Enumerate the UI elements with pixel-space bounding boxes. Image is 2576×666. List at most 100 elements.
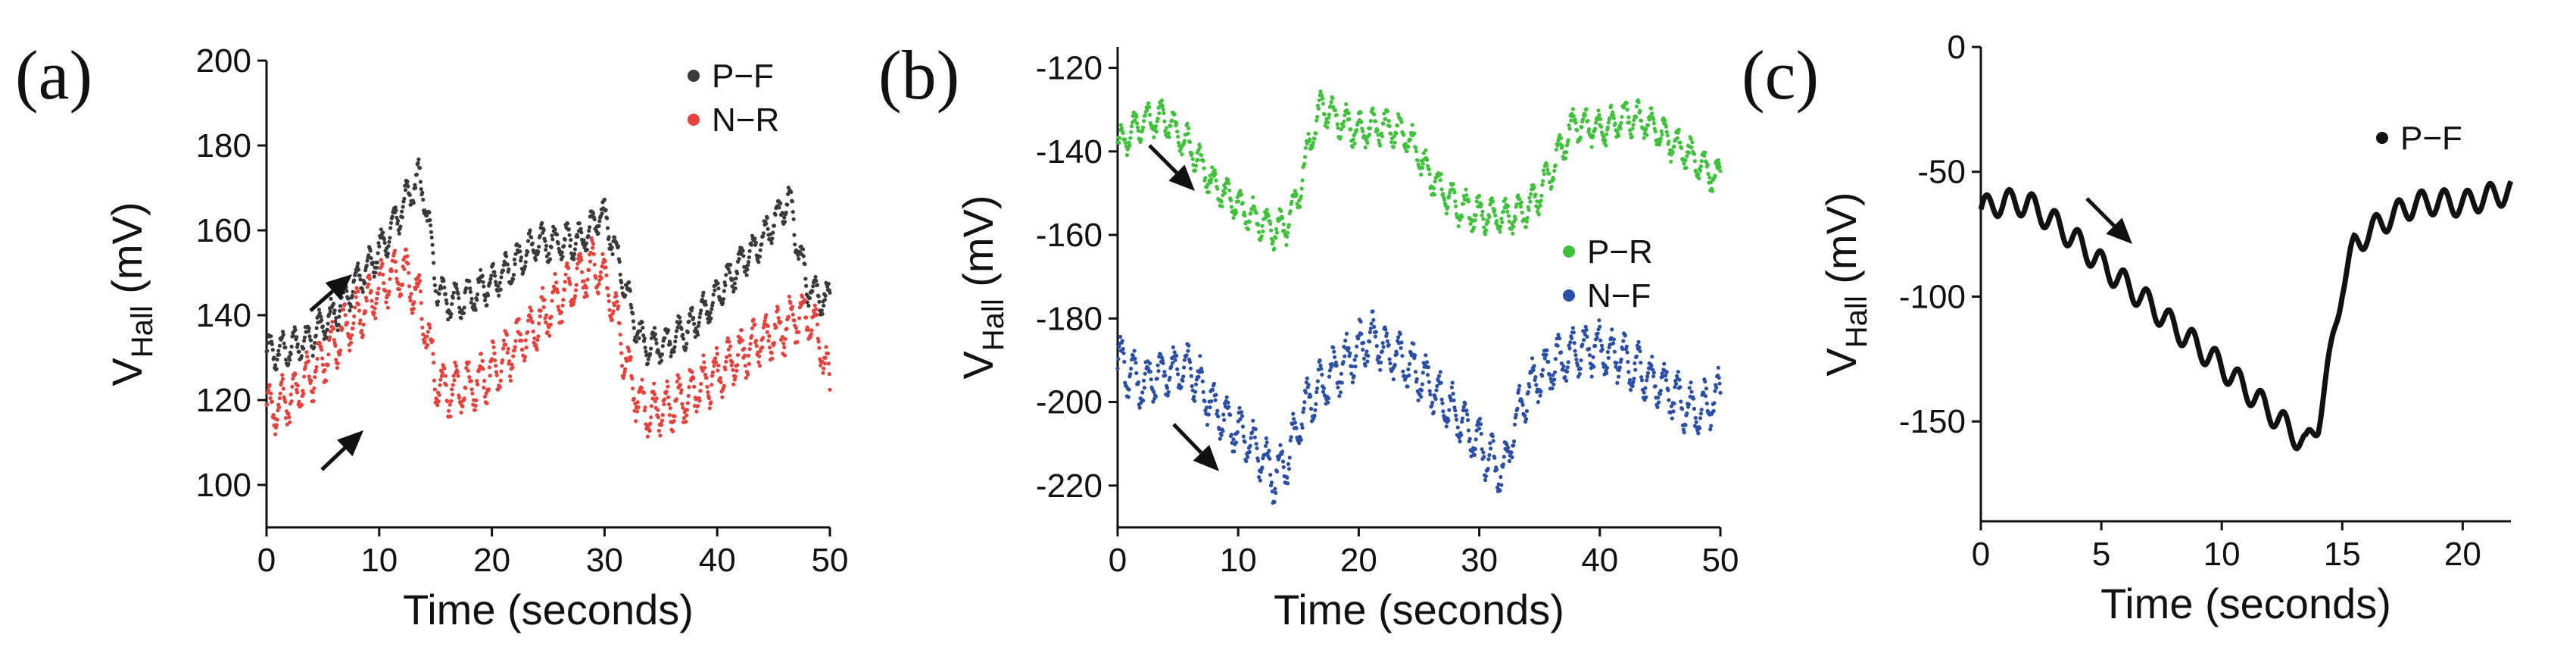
data-point bbox=[680, 402, 685, 406]
data-point bbox=[1489, 196, 1494, 201]
data-point bbox=[1664, 130, 1669, 134]
data-point bbox=[1134, 114, 1139, 119]
data-point bbox=[553, 227, 557, 232]
data-point bbox=[1349, 127, 1353, 132]
data-point bbox=[425, 334, 429, 339]
data-point bbox=[1645, 371, 1651, 375]
data-point bbox=[610, 245, 614, 250]
data-point bbox=[605, 216, 610, 220]
data-point bbox=[1667, 398, 1671, 402]
data-point bbox=[1692, 152, 1697, 156]
data-point bbox=[1597, 318, 1601, 323]
data-point bbox=[1506, 446, 1511, 450]
data-point bbox=[413, 186, 418, 190]
data-point bbox=[1486, 220, 1490, 224]
data-point bbox=[513, 339, 518, 343]
data-point bbox=[1180, 378, 1185, 383]
data-point bbox=[1650, 111, 1654, 116]
data-point bbox=[389, 269, 394, 274]
legend-label: P−F bbox=[2400, 120, 2462, 157]
data-point bbox=[1288, 209, 1293, 214]
data-point bbox=[1567, 346, 1572, 351]
data-point bbox=[368, 249, 373, 253]
data-point bbox=[1431, 410, 1436, 414]
data-point bbox=[1421, 161, 1425, 166]
data-point bbox=[1653, 384, 1658, 389]
data-point bbox=[1605, 125, 1610, 130]
data-point bbox=[352, 314, 357, 319]
data-point bbox=[1373, 334, 1378, 339]
data-point bbox=[1214, 178, 1218, 183]
data-point bbox=[1682, 430, 1686, 435]
data-point bbox=[1391, 145, 1396, 149]
data-point bbox=[1269, 480, 1274, 485]
data-point bbox=[590, 239, 594, 243]
data-point bbox=[1577, 372, 1582, 377]
data-point bbox=[313, 368, 318, 373]
data-point bbox=[764, 313, 769, 317]
data-point bbox=[1547, 171, 1552, 176]
data-point bbox=[1662, 361, 1667, 366]
data-point bbox=[349, 340, 354, 345]
data-point bbox=[678, 315, 682, 320]
data-point bbox=[325, 327, 329, 332]
data-point bbox=[457, 305, 462, 310]
data-point bbox=[268, 396, 273, 401]
data-point bbox=[1536, 212, 1541, 217]
data-point bbox=[361, 322, 366, 327]
data-point bbox=[472, 302, 477, 307]
data-point bbox=[1414, 145, 1418, 150]
data-point bbox=[1717, 164, 1722, 169]
data-point bbox=[414, 172, 419, 177]
data-point bbox=[1452, 405, 1457, 410]
data-point bbox=[544, 320, 548, 325]
data-point bbox=[423, 339, 427, 343]
data-point bbox=[1426, 365, 1430, 370]
data-point bbox=[302, 374, 307, 379]
data-point bbox=[1321, 389, 1326, 394]
data-point bbox=[1302, 161, 1307, 166]
data-point bbox=[1173, 358, 1177, 362]
data-point bbox=[1177, 149, 1182, 153]
data-point bbox=[1468, 221, 1473, 226]
data-point bbox=[1153, 124, 1158, 129]
x-tick-label: 10 bbox=[360, 542, 398, 579]
data-point bbox=[1512, 439, 1517, 444]
data-point bbox=[1395, 352, 1399, 356]
data-point bbox=[505, 350, 510, 355]
data-point bbox=[363, 309, 368, 314]
data-point bbox=[731, 277, 735, 282]
data-point bbox=[665, 379, 669, 383]
data-point bbox=[1176, 134, 1180, 139]
data-point bbox=[679, 327, 684, 331]
data-point bbox=[1591, 133, 1595, 138]
data-point bbox=[1268, 473, 1273, 477]
data-point bbox=[1454, 204, 1458, 208]
data-point bbox=[828, 290, 832, 295]
data-point bbox=[669, 354, 673, 358]
data-point bbox=[1172, 112, 1177, 117]
data-point bbox=[479, 267, 483, 272]
data-point bbox=[1286, 230, 1290, 235]
data-point bbox=[1410, 123, 1414, 127]
data-point bbox=[1495, 467, 1499, 472]
data-point bbox=[533, 258, 538, 262]
data-point bbox=[1368, 119, 1373, 124]
data-point bbox=[815, 283, 820, 287]
x-tick-label: 20 bbox=[1340, 542, 1377, 579]
data-point bbox=[1359, 332, 1364, 336]
data-point bbox=[417, 273, 422, 277]
data-point bbox=[1523, 413, 1527, 418]
data-point bbox=[375, 260, 379, 265]
data-point bbox=[335, 365, 339, 371]
data-point bbox=[1414, 377, 1419, 381]
data-point bbox=[469, 379, 473, 383]
data-point bbox=[652, 326, 657, 330]
data-point bbox=[1143, 371, 1147, 376]
data-point bbox=[429, 223, 433, 227]
data-point bbox=[654, 341, 659, 346]
data-point bbox=[1570, 326, 1575, 330]
data-point bbox=[663, 397, 667, 402]
data-point bbox=[1228, 198, 1233, 202]
